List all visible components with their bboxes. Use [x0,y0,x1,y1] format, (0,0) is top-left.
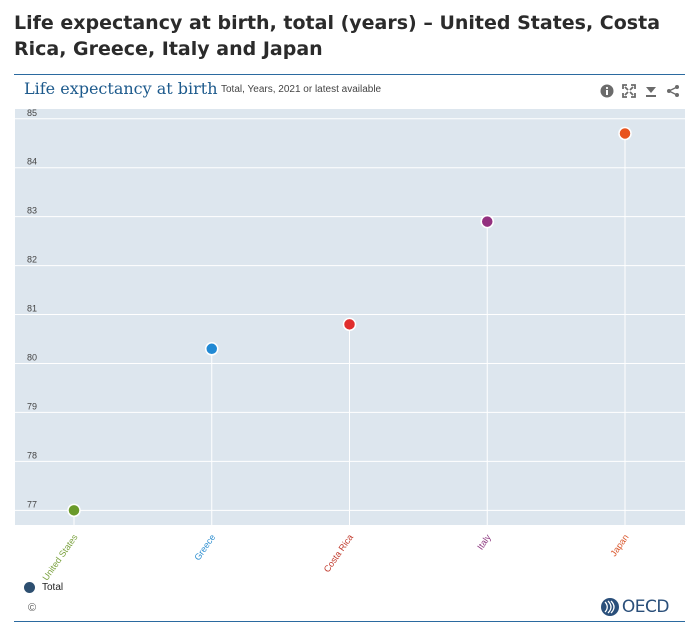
data-point [342,317,357,332]
y-tick-label: 81 [27,304,37,314]
legend-swatch [24,582,35,593]
y-tick-label: 77 [27,499,37,509]
y-tick-label: 84 [27,157,37,167]
y-tick-label: 80 [27,352,37,362]
data-point [480,214,494,229]
legend[interactable]: Total [24,582,63,593]
oecd-logo-text: OECD [621,597,670,617]
oecd-logo-mark [600,598,619,616]
chart-panel: Life expectancy at birth Total, Years, 2… [14,74,685,622]
chart-title: Life expectancy at birth [24,79,218,98]
share-icon[interactable] [665,83,681,99]
y-tick-label: 85 [27,108,37,118]
x-tick-label: Costa Rica [322,532,355,574]
y-tick-label: 78 [27,450,37,460]
y-tick-label: 83 [27,206,37,216]
chart-toolbar [599,83,681,99]
data-point [205,342,219,356]
panel-bottom-rule [14,621,685,622]
copyright-symbol[interactable]: © [28,602,37,614]
data-point [67,503,81,518]
fullscreen-icon[interactable] [621,83,637,99]
x-tick-label: Greece [192,532,217,562]
panel-top-rule [14,74,685,75]
oecd-logo[interactable]: OECD [600,597,670,617]
x-tick-label: Italy [475,532,493,552]
chart-plot: 77 78 79 80 81 82 83 84 85 United States Greece Cos… [15,108,685,582]
chart-subtitle: Total, Years, 2021 or latest available [221,84,382,95]
legend-label: Total [42,582,64,593]
page-title: Life expectancy at birth, total (years) … [14,12,661,60]
info-icon[interactable] [599,83,615,99]
y-tick-label: 82 [27,255,37,265]
data-point [618,126,632,141]
x-tick-label: Japan [608,532,630,558]
download-icon[interactable] [643,83,659,99]
y-tick-label: 79 [27,401,37,411]
x-tick-label: United States [40,532,79,582]
